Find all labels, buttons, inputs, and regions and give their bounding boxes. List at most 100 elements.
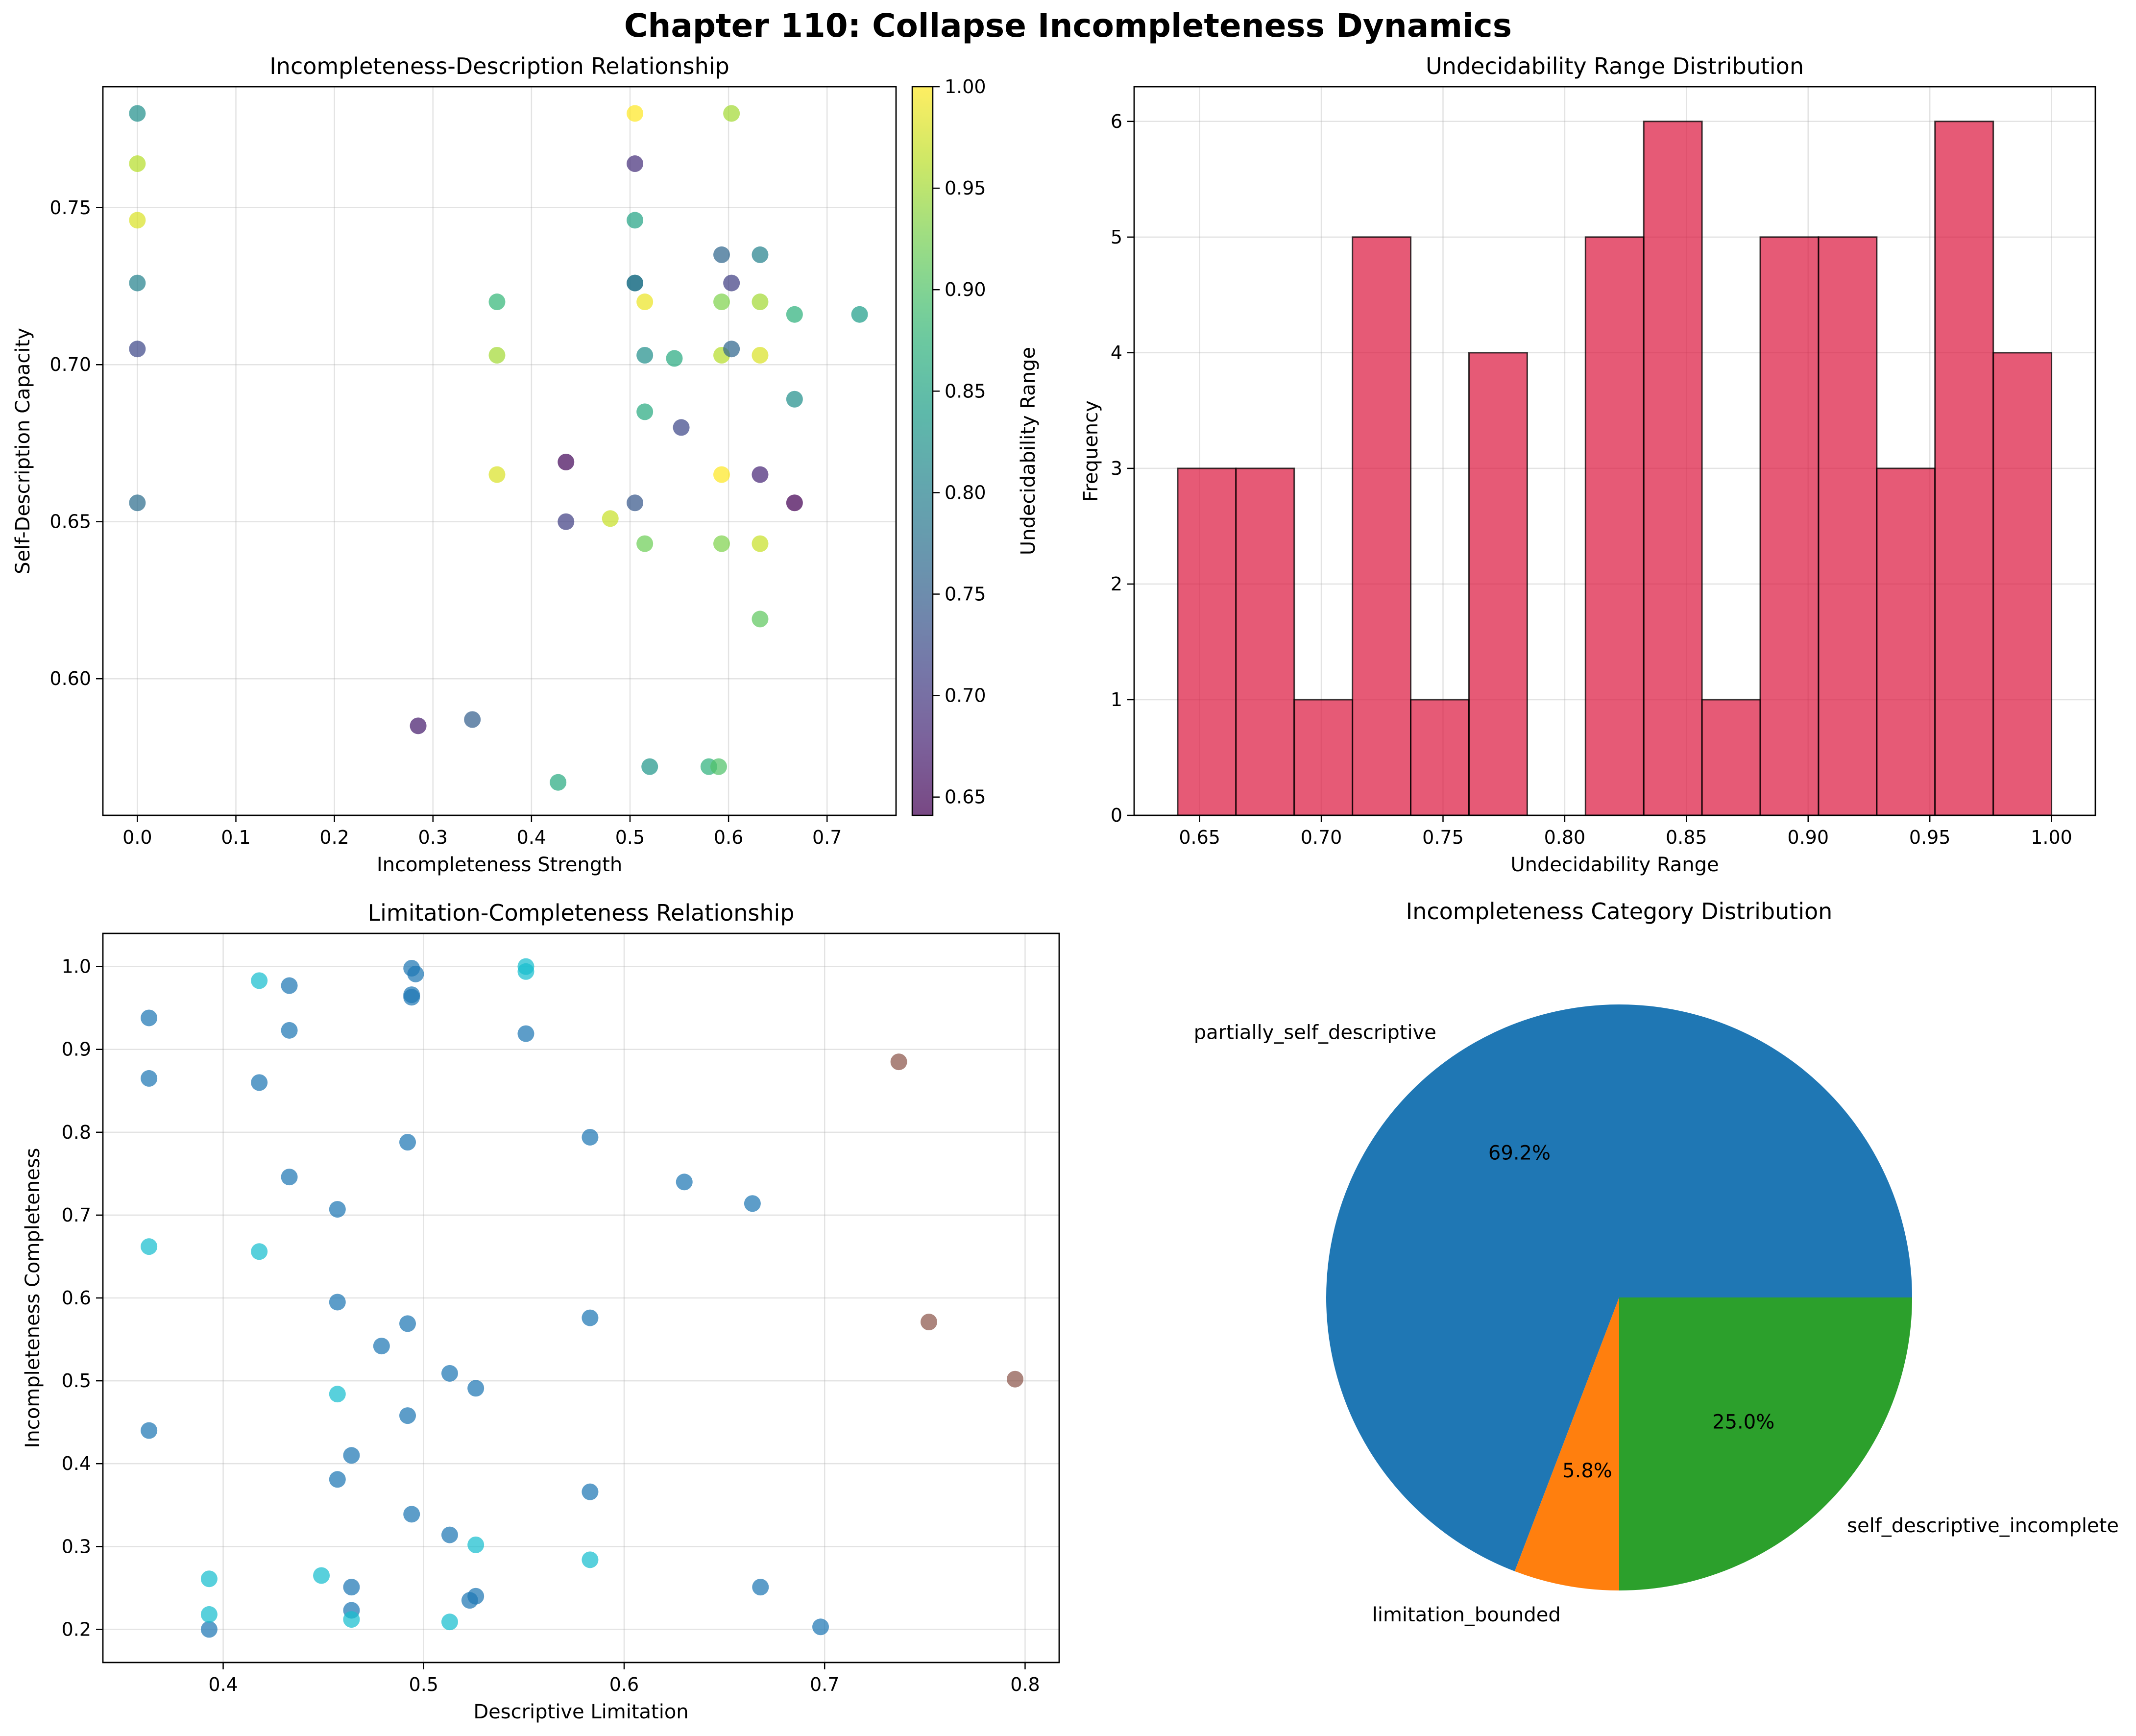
data-point <box>129 494 146 512</box>
colorbar-tick-label: 0.75 <box>945 584 986 605</box>
data-point <box>129 212 146 229</box>
data-point <box>812 1618 829 1636</box>
colorbar-tick-label: 0.80 <box>945 482 986 503</box>
data-point <box>636 293 654 311</box>
data-point <box>627 212 644 229</box>
y-tick-label: 0.2 <box>62 1618 91 1640</box>
x-axis-label: Undecidability Range <box>1510 854 1719 876</box>
y-tick-label: 2 <box>1111 573 1122 595</box>
data-point <box>890 1053 907 1071</box>
data-point <box>343 1611 360 1628</box>
data-point <box>251 1243 268 1260</box>
x-axis-label: Descriptive Limitation <box>473 1701 688 1723</box>
data-point <box>710 758 727 775</box>
data-point <box>713 293 730 311</box>
y-tick-label: 1 <box>1111 689 1122 710</box>
y-tick-label: 6 <box>1111 111 1122 132</box>
pie-slice <box>1619 1297 1912 1590</box>
data-point <box>627 274 644 292</box>
data-point <box>467 1380 485 1397</box>
data-point <box>713 466 730 483</box>
histogram-bar <box>1992 352 2053 816</box>
data-point <box>558 513 575 530</box>
plot-frame <box>102 86 897 816</box>
x-tick-label: 0.7 <box>812 827 842 848</box>
data-point <box>141 1070 158 1087</box>
data-point <box>627 155 644 172</box>
histogram-bar <box>1934 121 1994 816</box>
histogram-bar <box>1235 467 1295 816</box>
y-tick-label: 0.65 <box>49 511 91 533</box>
data-point <box>467 1588 485 1605</box>
x-tick-label: 0.75 <box>1422 827 1464 848</box>
data-point <box>251 972 268 989</box>
histogram-bar <box>1759 236 1820 816</box>
colorbar-undecidability-range: 0.65 0.70 0.75 0.80 0.85 0.90 0.95 1.00 Undecida… <box>911 76 1040 816</box>
data-point <box>1006 1370 1023 1388</box>
plot-frame <box>1133 86 2096 816</box>
x-tick-label: 0.2 <box>319 827 349 848</box>
colorbar-tick-label: 0.70 <box>945 685 986 707</box>
data-point <box>602 510 619 527</box>
x-tick-label: 0.6 <box>609 1674 639 1695</box>
x-tick-label: 0.65 <box>1179 827 1220 848</box>
y-tick-label: 0.9 <box>62 1039 91 1060</box>
x-tick-label: 0.0 <box>122 827 152 848</box>
data-point <box>488 293 506 311</box>
data-point <box>627 105 644 122</box>
data-point <box>723 105 740 122</box>
data-point <box>129 105 146 122</box>
y-tick-label: 3 <box>1111 458 1122 479</box>
colorbar-label: Undecidability Range <box>1017 347 1040 555</box>
x-tick-label: 0.5 <box>615 827 645 848</box>
data-point <box>786 306 803 323</box>
data-point <box>752 535 769 552</box>
pie-slice <box>1326 1004 1912 1571</box>
data-point <box>676 1174 693 1191</box>
data-point <box>410 717 427 734</box>
y-tick-label: 0.60 <box>49 668 91 689</box>
x-tick-label: 0.4 <box>208 1674 238 1695</box>
histogram-bar <box>1410 699 1470 816</box>
chart-title: Undecidability Range Distribution <box>1426 53 1804 79</box>
chart-undecidability-histogram: 0.65 0.70 0.75 0.80 0.85 0.90 0.95 1.00 0 1 2 3 4 5 6 U… <box>1080 53 2096 876</box>
y-tick-label: 1.0 <box>62 956 91 978</box>
data-point <box>673 419 690 436</box>
data-point <box>851 306 868 323</box>
y-axis-label: Incompleteness Completeness <box>22 1148 44 1448</box>
data-point <box>723 341 740 358</box>
chart-incompleteness-description: 0.0 0.1 0.2 0.3 0.4 0.5 0.6 0.7 0.60 0.65 0.70 0.75… <box>12 53 897 876</box>
data-point <box>582 1483 599 1500</box>
y-tick-label: 0 <box>1111 805 1122 826</box>
data-point <box>752 611 769 628</box>
y-tick-label: 0.5 <box>62 1370 91 1392</box>
data-point <box>399 1134 416 1151</box>
data-point <box>582 1309 599 1326</box>
data-point <box>441 1614 458 1631</box>
figure-title: Chapter 110: Collapse Incompleteness Dyn… <box>624 7 1512 45</box>
y-tick-label: 0.4 <box>62 1453 91 1474</box>
y-tick-label: 0.75 <box>49 197 91 219</box>
pie-percent-label: 25.0% <box>1712 1411 1774 1434</box>
y-tick-label: 0.6 <box>62 1287 91 1309</box>
data-point <box>373 1338 390 1355</box>
histogram-bar <box>1352 236 1412 816</box>
data-point <box>251 1074 268 1091</box>
x-tick-label: 0.8 <box>1010 1674 1040 1695</box>
histogram-bar <box>1701 699 1761 816</box>
data-point <box>636 347 654 364</box>
data-point <box>752 293 769 311</box>
data-point <box>921 1314 938 1331</box>
chart-title: Incompleteness-Description Relationship <box>269 53 729 79</box>
x-tick-label: 0.70 <box>1301 827 1342 848</box>
data-point <box>464 711 481 728</box>
data-point <box>329 1294 346 1311</box>
data-point <box>488 347 506 364</box>
x-axis-label: Incompleteness Strength <box>377 854 622 876</box>
histogram-bar <box>1876 467 1936 816</box>
data-point <box>313 1567 330 1584</box>
data-point <box>399 1407 416 1424</box>
data-point <box>517 963 534 980</box>
data-point <box>281 1169 298 1186</box>
